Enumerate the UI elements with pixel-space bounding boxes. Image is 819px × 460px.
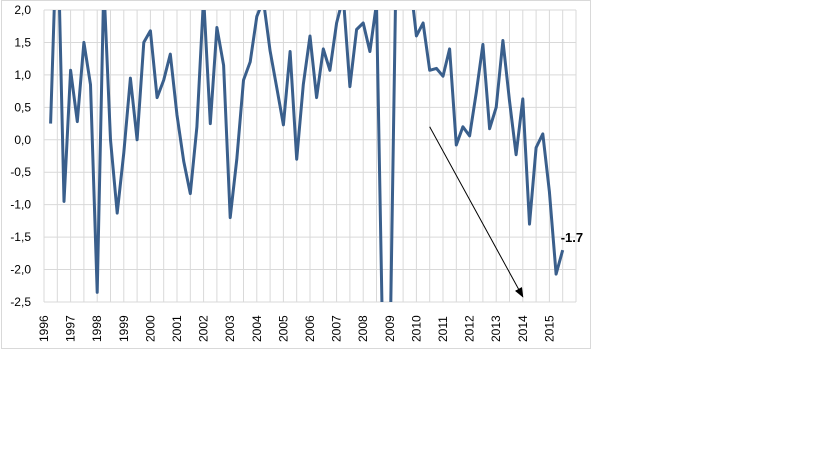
x-tick-label: 2014 bbox=[516, 315, 530, 342]
data-label: -1.7 bbox=[561, 230, 583, 245]
x-tick-label: 2011 bbox=[436, 316, 450, 342]
x-tick-label: 2015 bbox=[542, 315, 556, 342]
x-tick-label: 2005 bbox=[276, 315, 290, 342]
grid bbox=[43, 9, 577, 303]
x-axis-ticks: 1996 1997 1998 1999 2000 2001 2002 2003 2004 2005… bbox=[37, 315, 556, 342]
y-tick-label: -1,0 bbox=[10, 198, 31, 212]
y-tick-label: 1,0 bbox=[14, 68, 31, 82]
x-tick-label: 2007 bbox=[330, 315, 344, 342]
y-tick-label: 0,0 bbox=[14, 133, 31, 147]
y-tick-label: 2,0 bbox=[14, 3, 31, 17]
y-tick-label: -2,5 bbox=[10, 295, 31, 309]
x-tick-label: 2008 bbox=[356, 315, 370, 342]
data-label-layer: -1.7 bbox=[561, 230, 583, 245]
y-tick-label: -1,5 bbox=[10, 230, 31, 244]
x-tick-label: 2009 bbox=[383, 315, 397, 342]
y-tick-label: -2,0 bbox=[10, 263, 31, 277]
x-tick-label: 1996 bbox=[37, 315, 51, 342]
x-tick-label: 2006 bbox=[303, 315, 317, 342]
x-tick-label: 1999 bbox=[117, 315, 131, 342]
x-tick-label: 2003 bbox=[223, 315, 237, 342]
x-tick-label: 2002 bbox=[197, 315, 211, 342]
y-tick-label: 1,5 bbox=[14, 35, 31, 49]
x-tick-label: 2004 bbox=[250, 315, 264, 342]
y-tick-label: -0,5 bbox=[10, 165, 31, 179]
x-tick-label: 2001 bbox=[170, 315, 184, 342]
x-tick-label: 2000 bbox=[143, 315, 157, 342]
series-line bbox=[49, 10, 565, 302]
x-tick-label: 2013 bbox=[489, 315, 503, 342]
x-tick-label: 2012 bbox=[463, 315, 477, 342]
x-tick-label: 1998 bbox=[90, 315, 104, 342]
x-tick-label: 2010 bbox=[409, 315, 423, 342]
trend-arrow bbox=[429, 126, 524, 298]
series-layer bbox=[49, 10, 565, 302]
y-tick-label: 0,5 bbox=[14, 100, 31, 114]
annotation-layer bbox=[429, 126, 524, 298]
x-tick-label: 1997 bbox=[64, 315, 78, 342]
y-axis-ticks: 2,0 1,5 1,0 0,5 0,0 -0,5 -1,0 -1,5 -2,0 -2,5 bbox=[10, 3, 31, 309]
